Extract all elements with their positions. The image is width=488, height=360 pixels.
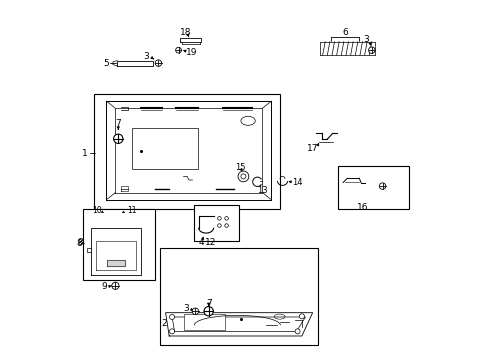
Text: 5: 5 [102, 59, 108, 68]
Circle shape [368, 47, 374, 53]
Circle shape [113, 134, 122, 143]
Polygon shape [180, 38, 201, 41]
Text: 4: 4 [198, 238, 203, 247]
Bar [131, 128, 198, 169]
Circle shape [203, 307, 213, 316]
Text: 11: 11 [126, 206, 136, 215]
Bar [194, 205, 239, 241]
Circle shape [112, 282, 119, 289]
Bar [94, 94, 280, 209]
Bar [184, 314, 225, 330]
Polygon shape [91, 228, 141, 275]
Circle shape [192, 308, 198, 315]
Text: 18: 18 [180, 28, 191, 37]
Text: 14: 14 [292, 178, 302, 187]
Text: 8: 8 [77, 238, 83, 247]
Text: 8: 8 [76, 239, 81, 248]
Bar [160, 248, 317, 345]
Text: 10: 10 [92, 206, 101, 215]
Text: 12: 12 [204, 238, 216, 247]
Bar [337, 166, 408, 209]
Circle shape [294, 329, 300, 334]
Text: 2: 2 [161, 319, 166, 328]
Text: 1: 1 [82, 149, 88, 158]
Circle shape [238, 171, 248, 182]
Circle shape [169, 315, 174, 319]
Circle shape [299, 314, 304, 319]
Text: 3: 3 [363, 35, 368, 44]
Polygon shape [107, 260, 125, 266]
Polygon shape [165, 313, 312, 336]
Text: 17: 17 [306, 144, 318, 153]
Text: 3: 3 [183, 303, 189, 312]
Text: 19: 19 [186, 48, 198, 57]
Polygon shape [106, 101, 271, 200]
Polygon shape [319, 41, 375, 55]
Circle shape [169, 329, 174, 334]
Text: 7: 7 [205, 299, 211, 308]
Bar [83, 209, 155, 280]
Text: 7: 7 [115, 119, 121, 128]
Circle shape [175, 47, 181, 53]
Text: 9: 9 [101, 282, 106, 291]
Text: 6: 6 [341, 28, 347, 37]
Text: 3: 3 [143, 52, 149, 61]
Text: 13: 13 [256, 186, 267, 195]
Text: 15: 15 [234, 163, 245, 172]
Polygon shape [117, 60, 153, 66]
Text: 16: 16 [356, 203, 368, 212]
Circle shape [155, 60, 162, 66]
Circle shape [379, 183, 385, 189]
